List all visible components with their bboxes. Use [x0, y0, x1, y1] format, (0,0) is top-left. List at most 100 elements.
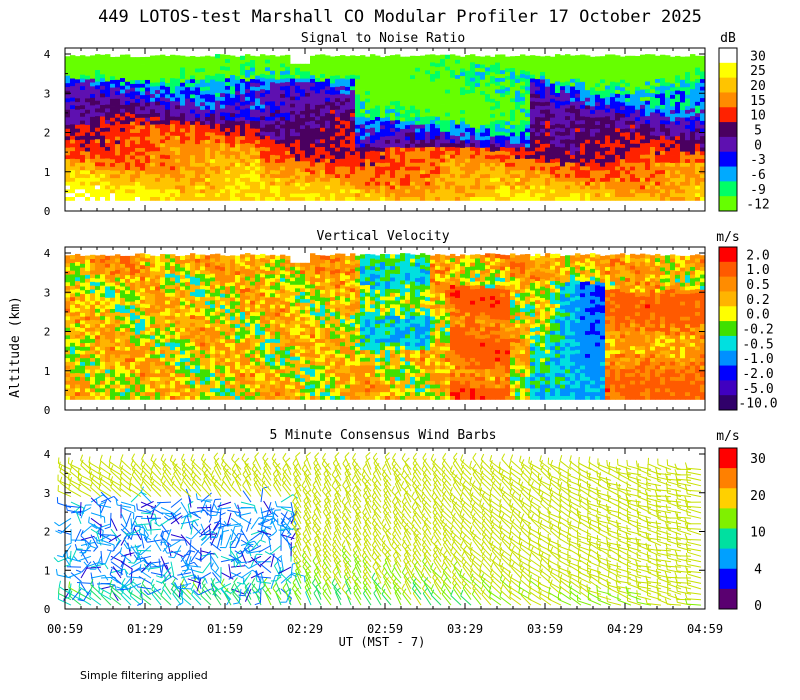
heatmap-cell: [475, 162, 481, 167]
heatmap-cell: [545, 71, 551, 76]
heatmap-cell: [605, 58, 611, 63]
heatmap-cell: [350, 139, 356, 144]
heatmap-cell: [495, 92, 501, 98]
heatmap-cell: [480, 151, 486, 156]
heatmap-cell: [270, 158, 276, 163]
colorbar-swatch: [719, 166, 737, 182]
heatmap-cell: [195, 192, 201, 198]
heatmap-cell: [565, 77, 571, 82]
heatmap-cell: [535, 131, 541, 137]
colorbar-swatch: [719, 62, 737, 79]
heatmap-cell: [310, 185, 316, 190]
heatmap-cell: [375, 55, 381, 60]
heatmap-cell: [125, 81, 131, 86]
heatmap-cell: [295, 92, 301, 97]
heatmap-cell: [290, 81, 296, 86]
heatmap-cell: [450, 81, 456, 86]
heatmap-cell: [555, 54, 561, 59]
heatmap-cell: [390, 135, 396, 140]
heatmap-cell: [120, 162, 126, 167]
heatmap-cell: [480, 158, 486, 163]
heatmap-cell: [445, 188, 451, 194]
heatmap-cell: [295, 175, 301, 180]
heatmap-cell: [165, 189, 171, 194]
heatmap-cell: [650, 58, 656, 63]
heatmap-cell: [375, 86, 381, 91]
heatmap-cell: [370, 73, 376, 78]
heatmap-cell: [395, 81, 401, 86]
heatmap-cell: [145, 72, 151, 77]
heatmap-cell: [385, 128, 391, 133]
heatmap-cell: [155, 146, 161, 152]
heatmap-cell: [180, 181, 186, 186]
heatmap-cell: [120, 158, 126, 163]
heatmap-cell: [150, 67, 156, 72]
heatmap-cell: [675, 55, 681, 61]
heatmap-cell: [190, 113, 196, 118]
heatmap-cell: [115, 136, 121, 141]
heatmap-cell: [125, 181, 131, 186]
heatmap-cell: [260, 161, 266, 167]
heatmap-cell: [575, 162, 581, 167]
heatmap-cell: [660, 135, 666, 140]
heatmap-cell: [360, 101, 366, 106]
heatmap-cell: [370, 104, 376, 109]
heatmap-cell: [350, 192, 356, 197]
heatmap-cell: [340, 116, 346, 121]
heatmap-cell: [240, 128, 246, 133]
heatmap-cell: [630, 101, 636, 106]
heatmap-cell: [345, 158, 351, 163]
heatmap-cell: [675, 158, 681, 163]
heatmap-cell: [400, 139, 406, 145]
heatmap-cell: [155, 188, 161, 194]
heatmap-cell: [75, 94, 81, 99]
heatmap-cell: [320, 135, 326, 140]
heatmap-cell: [465, 162, 471, 167]
heatmap-cell: [395, 96, 401, 101]
heatmap-cell: [525, 90, 531, 95]
heatmap-cell: [670, 158, 676, 163]
heatmap-cell: [455, 108, 461, 114]
heatmap-cell: [490, 105, 496, 111]
heatmap-cell: [495, 112, 501, 117]
heatmap-cell: [445, 181, 451, 186]
heatmap-cell: [400, 64, 406, 69]
heatmap-cell: [210, 181, 216, 186]
heatmap-cell: [660, 177, 666, 182]
heatmap-cell: [465, 58, 471, 64]
heatmap-cell: [155, 135, 161, 140]
heatmap-cell: [140, 121, 146, 126]
heatmap-cell: [490, 71, 496, 77]
heatmap-cell: [540, 109, 546, 114]
heatmap-cell: [235, 102, 241, 107]
heatmap-cell: [115, 181, 121, 186]
heatmap-cell: [210, 120, 216, 126]
heatmap-cell: [100, 62, 106, 67]
heatmap-cell: [150, 108, 156, 114]
heatmap-cell: [305, 85, 311, 90]
heatmap-cell: [555, 88, 561, 94]
heatmap-cell: [420, 74, 426, 79]
heatmap-cell: [310, 116, 316, 121]
heatmap-cell: [415, 166, 421, 171]
heatmap-cell: [375, 82, 381, 87]
heatmap-cell: [240, 131, 246, 137]
heatmap-cell: [555, 134, 561, 140]
heatmap-cell: [230, 59, 236, 64]
heatmap-cell: [270, 116, 276, 121]
heatmap-cell: [405, 177, 411, 182]
heatmap-cell: [110, 94, 116, 99]
heatmap-cell: [485, 93, 491, 98]
heatmap-cell: [345, 105, 351, 110]
heatmap-cell: [645, 108, 651, 113]
heatmap-cell: [310, 158, 316, 163]
heatmap-cell: [275, 189, 281, 194]
heatmap-cell: [515, 97, 521, 102]
heatmap-cell: [125, 119, 131, 124]
heatmap-cell: [110, 170, 116, 175]
heatmap-cell: [590, 147, 596, 152]
heatmap-cell: [285, 177, 291, 182]
heatmap-cell: [495, 69, 501, 75]
heatmap-cell: [175, 116, 181, 121]
heatmap-cell: [425, 154, 431, 159]
